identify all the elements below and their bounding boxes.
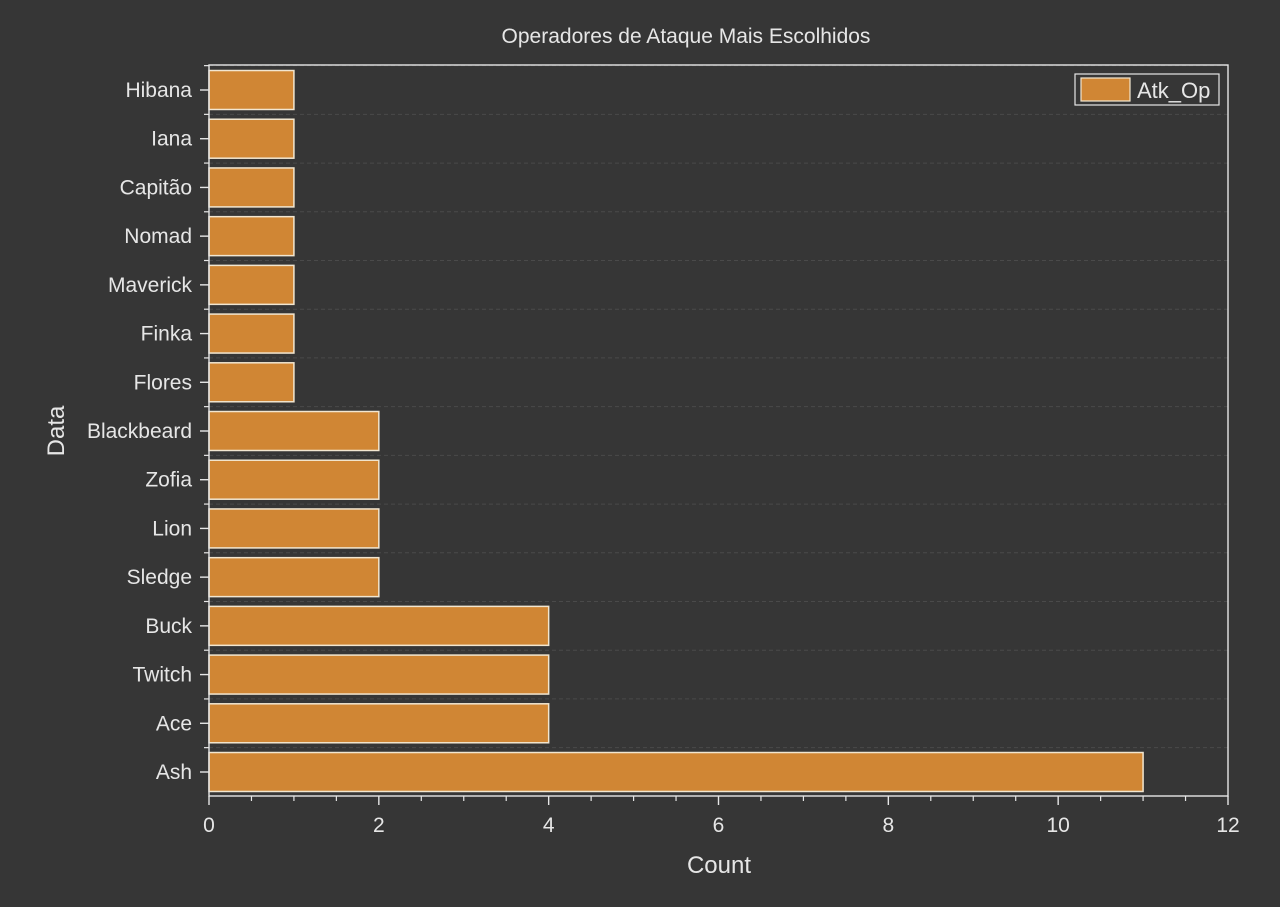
bar-iana xyxy=(208,118,295,159)
y-tick-label-ash: Ash xyxy=(156,761,192,784)
y-tick-label-maverick: Maverick xyxy=(108,274,193,297)
x-tick-label: 12 xyxy=(1216,814,1239,837)
chart-title: Operadores de Ataque Mais Escolhidos xyxy=(502,25,871,48)
bar-zofia xyxy=(208,459,380,500)
bar-twitch xyxy=(208,654,550,695)
y-tick-label-iana: Iana xyxy=(151,128,192,151)
y-tick-label-nomad: Nomad xyxy=(124,225,192,248)
bar-lion xyxy=(208,508,380,549)
bar-finka xyxy=(208,313,295,354)
bar-ace xyxy=(208,703,550,744)
x-tick-label: 2 xyxy=(373,814,385,837)
y-axis-label: Data xyxy=(43,405,70,456)
legend-entry-atk-op: Atk_Op xyxy=(1137,78,1210,103)
y-tick-label-zofia: Zofia xyxy=(145,469,192,492)
bar-flores xyxy=(208,362,295,403)
legend-frame xyxy=(1074,73,1220,106)
y-tick-label-finka: Finka xyxy=(141,323,193,346)
legend: Atk_Op xyxy=(1074,73,1220,106)
x-tick-label: 6 xyxy=(713,814,725,837)
x-tick-label: 10 xyxy=(1046,814,1069,837)
x-axis-label: Count xyxy=(687,852,751,879)
legend-swatch xyxy=(1080,77,1131,102)
x-tick-label: 4 xyxy=(543,814,555,837)
y-tick-label-ace: Ace xyxy=(156,712,192,735)
bar-capitão xyxy=(208,167,295,208)
bar-ash xyxy=(208,751,1144,793)
bar-blackbeard xyxy=(208,410,380,452)
bar-nomad xyxy=(208,215,295,257)
y-tick-label-sledge: Sledge xyxy=(127,566,192,589)
bar-hibana xyxy=(208,69,295,111)
x-tick-label: 8 xyxy=(882,814,894,837)
y-tick-label-lion: Lion xyxy=(152,517,192,540)
bar-maverick xyxy=(208,264,295,306)
y-tick-label-flores: Flores xyxy=(134,371,192,394)
bar-buck xyxy=(208,605,550,647)
labels-layer: Operadores de Ataque Mais Escolhidos Cou… xyxy=(43,25,870,879)
y-tick-label-capitão: Capitão xyxy=(120,176,192,199)
bar-sledge xyxy=(208,556,380,598)
y-tick-label-buck: Buck xyxy=(145,615,192,638)
y-tick-label-hibana: Hibana xyxy=(125,79,192,102)
y-tick-label-twitch: Twitch xyxy=(132,664,192,687)
y-tick-label-blackbeard: Blackbeard xyxy=(87,420,192,443)
bars-layer xyxy=(208,69,1144,793)
axes-layer: 0 2 4 6 8 10 12 Ash Ace Twitch Buck Sledge Lion Zofia… xyxy=(87,64,1240,837)
x-tick-label: 0 xyxy=(203,814,215,837)
